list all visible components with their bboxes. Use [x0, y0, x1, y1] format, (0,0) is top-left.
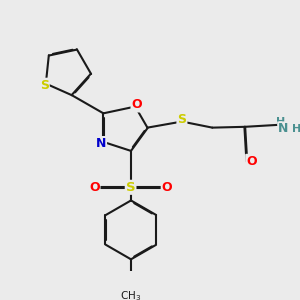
Text: O: O — [131, 98, 142, 112]
Text: S: S — [40, 79, 49, 92]
Text: O: O — [246, 155, 257, 168]
Text: S: S — [177, 113, 186, 127]
Text: N: N — [96, 137, 106, 150]
Text: H: H — [292, 124, 300, 134]
Text: O: O — [162, 181, 172, 194]
Text: S: S — [126, 181, 135, 194]
Text: N: N — [278, 122, 288, 135]
Text: O: O — [89, 181, 100, 194]
Text: CH$_3$: CH$_3$ — [120, 289, 141, 300]
Text: H: H — [276, 117, 286, 127]
